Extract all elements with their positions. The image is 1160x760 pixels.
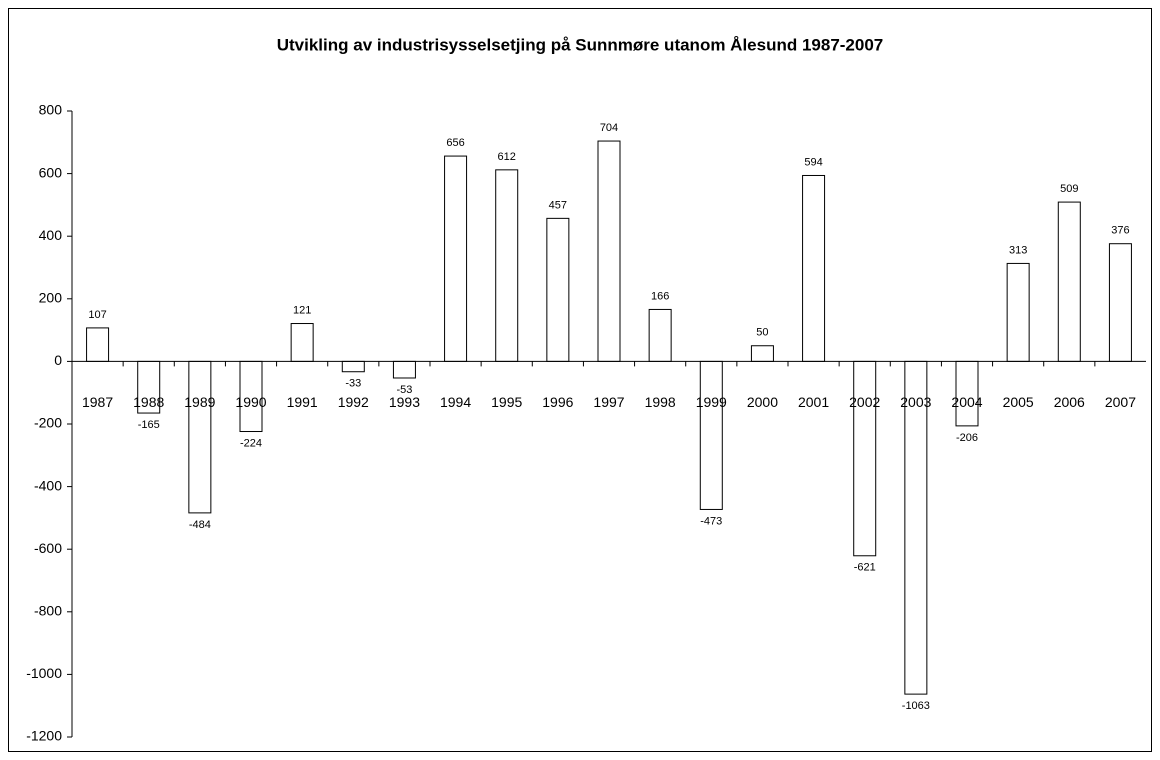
x-tick-label: 1988 <box>133 394 164 410</box>
data-label: 457 <box>549 199 567 211</box>
bar <box>341 360 365 373</box>
data-label: -621 <box>854 562 876 574</box>
bar <box>495 169 519 362</box>
x-tick-label: 1987 <box>82 394 113 410</box>
data-label: -165 <box>138 419 160 431</box>
x-tick-label: 1999 <box>696 394 727 410</box>
x-tick-label: 1992 <box>338 394 369 410</box>
data-label: -53 <box>396 384 412 396</box>
x-tick-label: 1998 <box>645 394 676 410</box>
x-tick-label: 1993 <box>389 394 420 410</box>
bar <box>750 345 774 362</box>
data-label: -206 <box>956 432 978 444</box>
data-label: -1063 <box>902 700 930 712</box>
chart-title: Utvikling av industrisysselsetjing på Su… <box>277 35 884 54</box>
y-tick-label: -600 <box>34 540 62 556</box>
data-label: -484 <box>189 519 211 531</box>
data-label: 313 <box>1009 244 1027 256</box>
chart-border <box>8 8 1152 752</box>
bar <box>699 360 723 510</box>
data-label: 121 <box>293 304 311 316</box>
data-label: 509 <box>1060 183 1078 195</box>
x-tick-label: 2003 <box>900 394 931 410</box>
x-tick-label: 2000 <box>747 394 778 410</box>
y-tick-label: -1000 <box>26 665 62 681</box>
y-tick-label: 400 <box>39 227 63 243</box>
bar <box>853 360 877 557</box>
bar <box>1108 243 1132 362</box>
bar <box>290 323 314 362</box>
bar <box>597 140 621 362</box>
x-tick-label: 2005 <box>1003 394 1034 410</box>
x-tick-label: 1989 <box>184 394 215 410</box>
data-label: 50 <box>756 327 768 339</box>
data-label: 166 <box>651 290 669 302</box>
bar <box>802 174 826 362</box>
data-label: 376 <box>1111 225 1129 237</box>
bar <box>1006 262 1030 362</box>
bar <box>648 308 672 362</box>
y-tick-label: -800 <box>34 603 62 619</box>
y-tick-label: 800 <box>39 102 63 118</box>
x-tick-label: 2007 <box>1105 394 1136 410</box>
x-tick-label: 1996 <box>542 394 573 410</box>
data-label: 656 <box>446 137 464 149</box>
data-label: 107 <box>88 309 106 321</box>
y-tick-label: 200 <box>39 290 63 306</box>
x-tick-label: 2002 <box>849 394 880 410</box>
y-tick-label: -400 <box>34 477 62 493</box>
x-tick-label: 1994 <box>440 394 471 410</box>
x-tick-label: 1995 <box>491 394 522 410</box>
bar <box>392 360 416 379</box>
y-tick-label: 600 <box>39 164 63 180</box>
bar <box>904 360 928 695</box>
bar <box>188 360 212 514</box>
y-tick-label: -200 <box>34 415 62 431</box>
bar <box>444 155 468 362</box>
bar <box>546 217 570 362</box>
y-tick-label: -1200 <box>26 728 62 744</box>
y-tick-label: 0 <box>54 352 62 368</box>
bar <box>1057 201 1081 362</box>
data-label: -33 <box>345 378 361 390</box>
x-tick-label: 1991 <box>287 394 318 410</box>
x-tick-label: 1990 <box>235 394 266 410</box>
bar <box>86 327 110 362</box>
x-tick-label: 1997 <box>593 394 624 410</box>
data-label: 704 <box>600 122 618 134</box>
x-tick-label: 2004 <box>951 394 982 410</box>
x-tick-label: 2001 <box>798 394 829 410</box>
data-label: -473 <box>700 515 722 527</box>
data-label: 612 <box>498 151 516 163</box>
data-label: 594 <box>804 156 822 168</box>
x-tick-label: 2006 <box>1054 394 1085 410</box>
data-label: -224 <box>240 437 262 449</box>
